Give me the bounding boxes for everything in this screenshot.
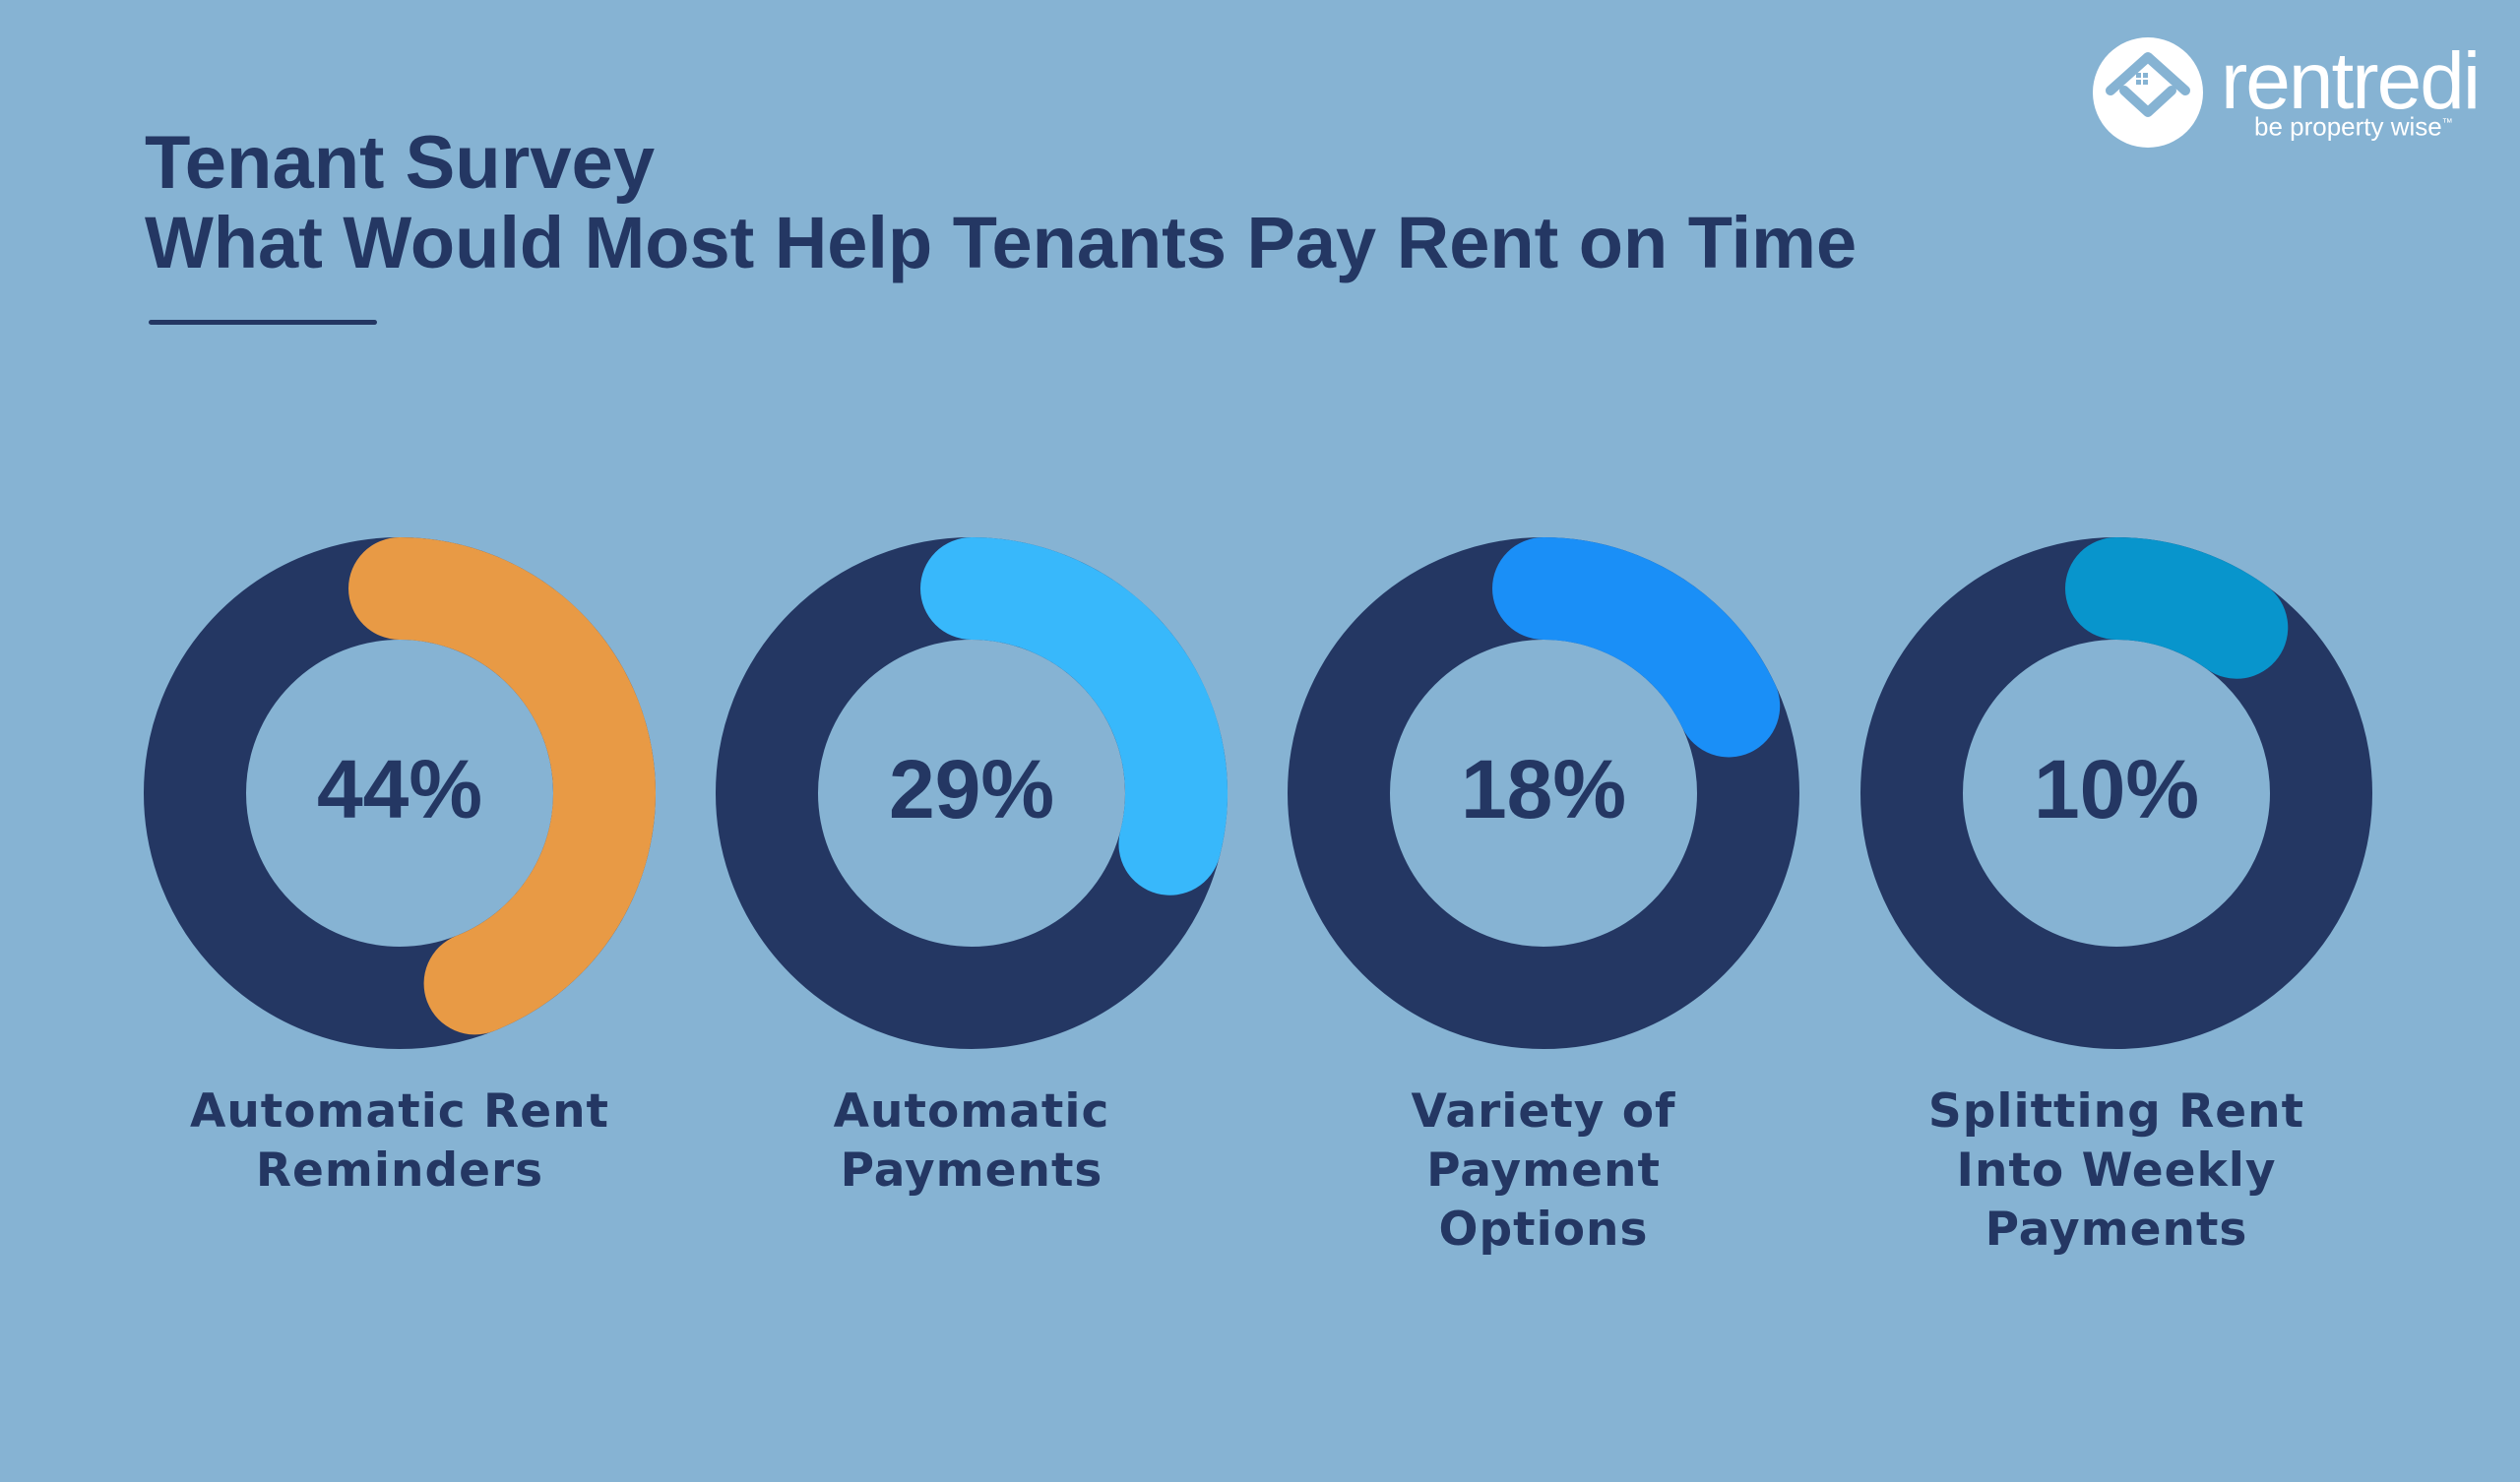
category-label: Splitting Rent Into Weekly Payments: [1927, 1084, 2305, 1257]
donut-value-arc: [920, 537, 1228, 895]
brand-tagline: be property wise™: [2254, 106, 2453, 144]
house-logo-icon: [2093, 37, 2203, 148]
page-subtitle: What Would Most Help Tenants Pay Rent on…: [145, 202, 1858, 283]
brand-name: rentredi: [2221, 36, 2481, 126]
donut-chart-2: 29%: [716, 537, 1228, 1049]
category-label: Variety of Payment Options: [1411, 1084, 1676, 1257]
donut-ring-3: [1288, 537, 1799, 1049]
donut-value-arc: [2065, 537, 2289, 679]
brand-logo: rentredi be property wise™: [2089, 33, 2483, 152]
title-underline: [149, 320, 377, 325]
percent-value: 10%: [2033, 742, 2200, 835]
donut-ring-2: [716, 537, 1228, 1049]
donut-value-arc: [1492, 537, 1781, 758]
donut-chart-3: 18%: [1288, 537, 1799, 1049]
page-title: Tenant Survey: [145, 121, 656, 205]
brand-trademark: ™: [2441, 117, 2453, 129]
donut-chart-1: 44%: [144, 537, 656, 1049]
percent-value: 18%: [1460, 742, 1627, 835]
percent-value: 29%: [888, 742, 1055, 835]
donut-value-arc: [348, 537, 656, 1035]
donut-ring-4: [1860, 537, 2372, 1049]
category-label: Automatic Payments: [833, 1084, 1110, 1198]
donut-chart-4: 10%: [1860, 537, 2372, 1049]
category-label: Automatic Rent Reminders: [189, 1084, 610, 1198]
donut-ring-1: [144, 537, 656, 1049]
percent-value: 44%: [316, 742, 483, 835]
brand-tagline-text: be property wise: [2254, 111, 2442, 142]
